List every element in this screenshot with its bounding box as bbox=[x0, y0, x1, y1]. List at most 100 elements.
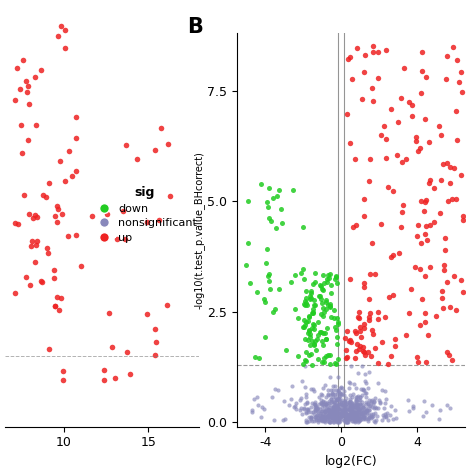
Point bbox=[302, 348, 310, 356]
Point bbox=[316, 414, 324, 421]
Point bbox=[302, 419, 310, 426]
Point bbox=[446, 180, 454, 187]
Point bbox=[28, 237, 36, 245]
Point bbox=[151, 146, 159, 154]
Point bbox=[277, 205, 284, 212]
Point bbox=[355, 314, 363, 321]
Point bbox=[347, 408, 355, 415]
Point bbox=[318, 328, 325, 336]
Point bbox=[387, 254, 394, 261]
Point bbox=[344, 411, 352, 419]
Point bbox=[332, 399, 339, 407]
Point bbox=[348, 75, 356, 83]
Point bbox=[353, 393, 360, 401]
Point bbox=[409, 402, 417, 410]
Point bbox=[325, 408, 333, 415]
Point bbox=[143, 310, 151, 318]
Point bbox=[332, 397, 340, 404]
Point bbox=[356, 404, 364, 412]
Point bbox=[360, 348, 368, 356]
Point bbox=[326, 399, 333, 407]
Point bbox=[324, 413, 332, 421]
Point bbox=[347, 405, 355, 413]
Point bbox=[324, 408, 331, 415]
Point bbox=[323, 275, 330, 283]
Point bbox=[17, 121, 25, 129]
Point bbox=[454, 56, 461, 64]
Point bbox=[363, 390, 370, 397]
Point bbox=[52, 302, 59, 310]
Point bbox=[342, 407, 350, 415]
Point bbox=[60, 367, 67, 375]
Point bbox=[407, 285, 415, 293]
Point bbox=[319, 342, 327, 349]
Point bbox=[390, 291, 397, 299]
Point bbox=[356, 323, 364, 331]
Point bbox=[272, 224, 280, 231]
Point bbox=[394, 118, 401, 126]
Point bbox=[325, 410, 332, 418]
Point bbox=[435, 415, 443, 422]
Point bbox=[289, 186, 297, 194]
Point bbox=[334, 413, 342, 420]
Point bbox=[332, 387, 340, 394]
Point bbox=[314, 408, 321, 416]
Point bbox=[368, 397, 375, 404]
Point bbox=[321, 416, 329, 424]
Point bbox=[346, 379, 354, 387]
Point bbox=[345, 411, 352, 419]
Point bbox=[381, 410, 389, 418]
Point bbox=[335, 416, 343, 423]
Point bbox=[319, 401, 326, 408]
Point bbox=[271, 386, 279, 393]
Point bbox=[319, 286, 327, 293]
Point bbox=[346, 401, 354, 409]
Point bbox=[443, 52, 451, 59]
Point bbox=[301, 301, 309, 309]
Point bbox=[360, 408, 367, 416]
Point bbox=[362, 409, 369, 416]
Point bbox=[343, 410, 351, 418]
Point bbox=[310, 297, 318, 304]
Point bbox=[335, 396, 342, 403]
Point bbox=[339, 409, 346, 416]
Point bbox=[337, 401, 344, 408]
Point bbox=[348, 402, 356, 410]
Point bbox=[337, 398, 345, 405]
Point bbox=[319, 271, 327, 279]
Point bbox=[314, 412, 321, 420]
Point bbox=[305, 413, 313, 421]
Point bbox=[328, 395, 335, 403]
Point bbox=[424, 331, 432, 338]
Point bbox=[250, 396, 257, 403]
Point bbox=[421, 199, 429, 206]
Point bbox=[311, 407, 319, 415]
Point bbox=[342, 419, 350, 426]
Point bbox=[319, 412, 326, 419]
Point bbox=[349, 415, 356, 422]
Point bbox=[11, 96, 18, 103]
Point bbox=[354, 392, 362, 400]
Point bbox=[324, 392, 332, 399]
Point bbox=[338, 412, 346, 419]
Point bbox=[362, 404, 369, 411]
Point bbox=[322, 416, 329, 423]
Point bbox=[318, 283, 325, 290]
Point bbox=[356, 396, 364, 403]
Point bbox=[258, 404, 266, 411]
Point bbox=[364, 408, 371, 416]
Point bbox=[324, 386, 332, 394]
Point bbox=[346, 415, 353, 423]
Point bbox=[292, 405, 300, 412]
Point bbox=[328, 398, 336, 405]
Point bbox=[143, 219, 151, 226]
Point bbox=[37, 66, 45, 73]
Point bbox=[23, 273, 30, 281]
Point bbox=[311, 400, 319, 408]
Point bbox=[300, 405, 308, 412]
Point bbox=[322, 401, 330, 409]
Point bbox=[300, 405, 308, 412]
Point bbox=[399, 208, 406, 216]
Point bbox=[265, 277, 273, 285]
Point bbox=[326, 360, 334, 368]
